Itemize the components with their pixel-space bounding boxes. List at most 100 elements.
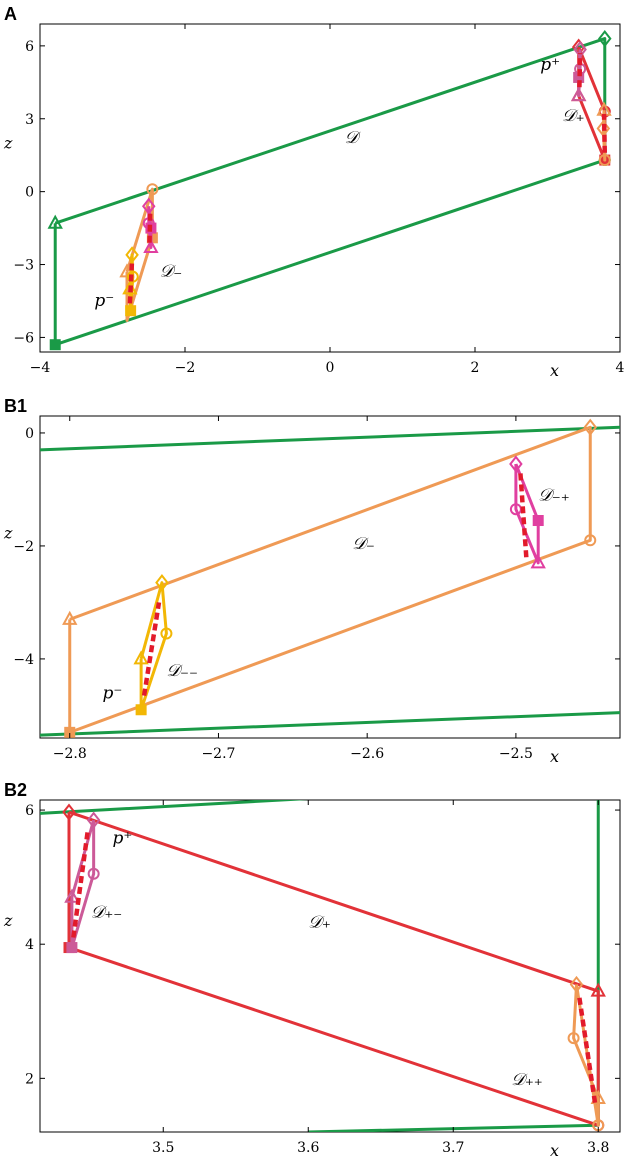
dashed-orbit <box>518 472 529 558</box>
x-tick-label: 0 <box>326 360 335 376</box>
panel-b1-plot: −2.8 −2.7 −2.6 −2.5 −4 −2 0 x z 𝒟₋ 𝒟₋₊ 𝒟₋₋ p⁻ <box>3 416 620 766</box>
x-tick-label: 3.7 <box>442 1140 464 1156</box>
panel-b1: B1 −2.8 −2.7 −2.6 −2.5 −4 −2 0 x z 𝒟₋ 𝒟₋₊ 𝒟₋₋ p⁻ <box>3 396 621 766</box>
dashed-orbit <box>141 602 162 696</box>
region-label: 𝒟₋₋ <box>166 661 198 681</box>
series-line <box>68 425 592 734</box>
plot-area <box>40 418 620 738</box>
y-tick-label: 0 <box>25 185 34 201</box>
series-line <box>40 711 620 737</box>
series-line <box>40 800 309 815</box>
data-point-marker <box>62 610 78 625</box>
region-label: 𝒟₋₊ <box>538 486 570 506</box>
data-point-marker <box>532 515 544 527</box>
region-label: 𝒟₊ <box>308 912 331 932</box>
region-label: 𝒟₋ <box>352 534 375 554</box>
region-label: 𝒟₊ <box>562 106 585 126</box>
region-label: p⁻ <box>102 683 122 703</box>
data-point-marker <box>160 627 173 640</box>
data-point-marker <box>133 650 149 665</box>
x-tick-label: −2.8 <box>53 746 87 762</box>
data-point-marker <box>135 704 147 716</box>
region-label: 𝒟₋ <box>160 262 183 282</box>
panel-b1-label: B1 <box>4 396 27 416</box>
series-line <box>514 463 540 565</box>
panel-b2: B2 3.5 3.6 3.7 3.8 2 4 6 x z 𝒟₊ 𝒟₊₋ 𝒟₊₊ p⁺ <box>3 780 621 1158</box>
y-tick-label: 2 <box>25 1071 34 1087</box>
data-point-marker <box>598 29 612 48</box>
dashed-orbit <box>127 259 135 304</box>
dashed-orbit <box>577 997 598 1106</box>
y-tick-label: 0 <box>25 426 34 442</box>
x-tick-label: −2 <box>175 360 196 376</box>
data-point-marker <box>570 87 587 102</box>
data-point-marker <box>590 982 606 997</box>
panel-b1-frame <box>39 415 621 739</box>
plot-area <box>47 29 612 351</box>
y-tick-label: −2 <box>13 539 34 555</box>
series-line <box>70 819 96 950</box>
data-point-marker <box>598 154 611 167</box>
x-tick-label: −2.5 <box>499 746 533 762</box>
y-tick-label: 4 <box>25 937 34 953</box>
dashed-orbit <box>71 829 91 938</box>
data-point-marker <box>86 811 101 829</box>
x-axis-label: x <box>550 1141 559 1158</box>
region-label: 𝒟₊₋ <box>91 902 123 922</box>
data-point-marker <box>47 214 63 229</box>
data-point-marker <box>62 803 76 821</box>
region-label: 𝒟 <box>345 128 362 148</box>
y-axis-label: z <box>3 911 13 930</box>
series-line <box>139 581 168 712</box>
data-point-marker <box>583 418 598 436</box>
data-point-marker <box>567 1032 580 1045</box>
panel-a-plot: −4 −2 0 2 4 −6 −3 0 3 6 x z 𝒟 𝒟₋ 𝒟₊ p⁻ p⁺ <box>3 24 624 380</box>
data-point-marker <box>141 197 156 215</box>
data-point-marker <box>143 238 159 254</box>
x-tick-label: −2.6 <box>350 746 384 762</box>
y-tick-label: −3 <box>13 258 34 274</box>
panel-a-label: A <box>4 4 17 24</box>
panel-b2-label: B2 <box>4 780 27 800</box>
data-point-marker <box>155 574 169 592</box>
x-tick-label: 3.8 <box>587 1140 609 1156</box>
data-point-marker <box>49 339 61 351</box>
data-point-marker <box>509 455 523 473</box>
x-axis-label: x <box>550 747 559 766</box>
region-label: p⁺ <box>540 55 560 75</box>
panel-a: A −4 −2 0 2 4 −6 −3 0 3 6 x z 𝒟 𝒟₋ 𝒟₊ p⁻ p⁺ <box>3 4 624 380</box>
x-tick-label: 3.5 <box>152 1140 174 1156</box>
x-tick-label: 2 <box>471 360 480 376</box>
panel-b2-plot: 3.5 3.6 3.7 3.8 2 4 6 x z 𝒟₊ 𝒟₊₋ 𝒟₊₊ p⁺ <box>3 800 620 1158</box>
data-point-marker <box>125 246 139 264</box>
y-axis-label: z <box>3 523 13 542</box>
region-label: p⁻ <box>94 291 114 311</box>
region-label: 𝒟₊₊ <box>511 1070 543 1090</box>
series-line <box>53 37 607 347</box>
x-tick-label: 4 <box>616 360 624 376</box>
data-point-marker <box>530 554 546 569</box>
data-point-marker <box>146 183 159 196</box>
y-tick-label: 3 <box>25 112 34 128</box>
dashed-orbit <box>147 213 153 243</box>
x-tick-label: 3.6 <box>297 1140 319 1156</box>
y-tick-label: −4 <box>13 652 34 668</box>
data-point-marker <box>584 534 597 547</box>
y-tick-label: 6 <box>25 803 34 819</box>
data-point-marker <box>569 975 584 994</box>
data-point-marker <box>87 867 100 880</box>
data-point-marker <box>126 270 139 283</box>
x-tick-label: −2.7 <box>201 746 235 762</box>
dashed-orbit <box>577 53 583 88</box>
x-tick-label: −4 <box>30 360 51 376</box>
data-point-marker <box>66 942 78 954</box>
x-axis-label: x <box>550 361 559 380</box>
data-point-marker <box>125 305 137 317</box>
data-point-marker <box>64 888 80 903</box>
y-axis-label: z <box>3 134 13 153</box>
y-tick-label: −6 <box>13 330 34 346</box>
data-point-marker <box>573 40 587 59</box>
region-label: p⁺ <box>113 829 133 849</box>
dashed-orbit <box>601 113 608 153</box>
